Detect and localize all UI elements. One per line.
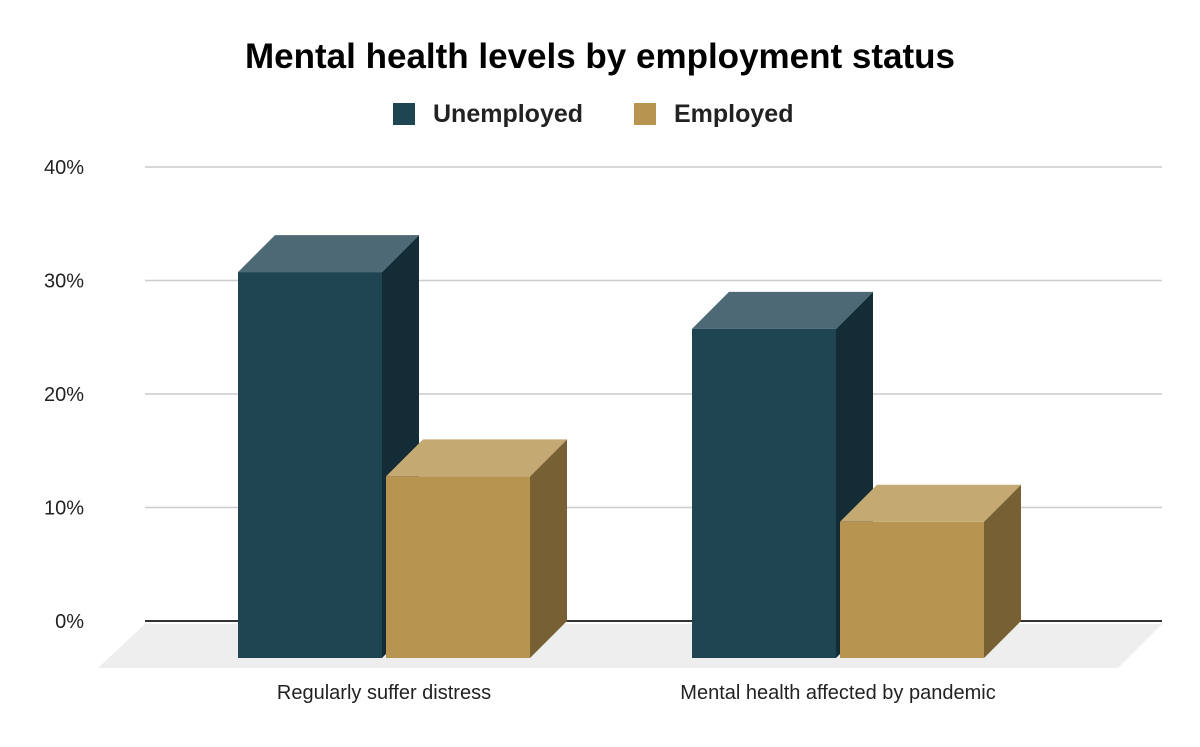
legend: Unemployed Employed [393,100,793,128]
bar-side [984,484,1021,658]
y-tick-label: 20% [44,384,84,406]
y-tick-label: 40% [44,157,84,179]
bar-top [840,484,1021,522]
legend-label: Employed [674,100,793,128]
bar-employed [386,439,567,658]
bar-top [238,235,419,273]
legend-swatch [393,103,415,125]
x-tick-label: Mental health affected by pandemic [680,682,995,704]
bar-front [692,328,836,658]
bar-side [530,439,567,658]
bar-employed [840,484,1021,658]
bar-top [692,291,873,329]
bars [238,235,1021,658]
y-tick-label: 0% [55,611,84,633]
bar-front [840,521,984,658]
y-tick-label: 10% [44,498,84,520]
y-tick-label: 30% [44,271,84,293]
chart-title: Mental health levels by employment statu… [245,37,955,76]
x-tick-label: Regularly suffer distress [277,682,491,704]
bar-front [238,272,382,658]
bar-top [386,439,567,477]
legend-swatch [634,103,656,125]
bar-front [386,476,530,658]
x-axis-labels: Regularly suffer distress Mental health a… [277,682,996,704]
legend-label: Unemployed [433,100,583,128]
